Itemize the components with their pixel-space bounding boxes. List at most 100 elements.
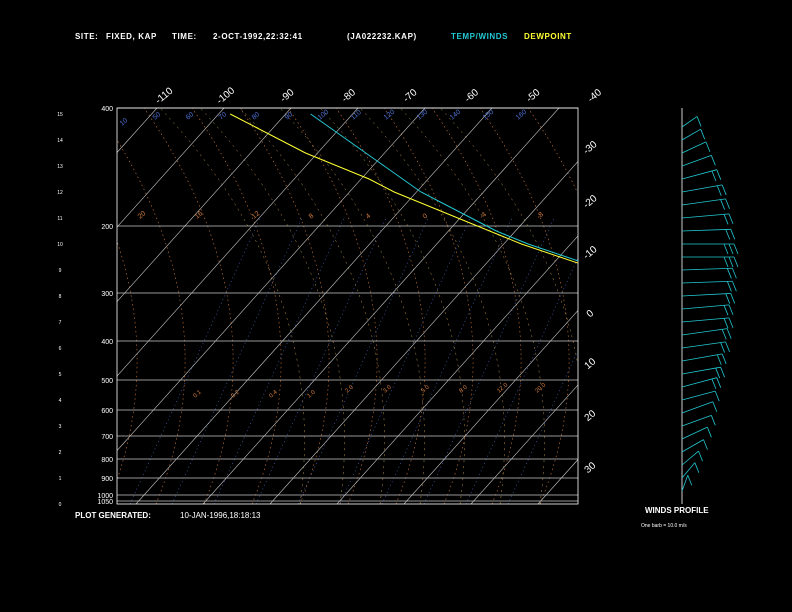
moist-adiabat-label: 4: [365, 213, 373, 221]
wind-barb: [681, 304, 730, 310]
dry-adiabat-line: [527, 108, 578, 195]
wind-barb-flag: [721, 184, 727, 196]
wind-barb-flag: [723, 318, 729, 329]
isotherm-line: [269, 160, 578, 504]
wind-barb-flag: [723, 243, 729, 255]
isotherm-right-label: -10: [581, 244, 599, 262]
wind-barb-flag: [723, 214, 729, 225]
wind-barb-flag: [703, 439, 708, 450]
wind-barb-flag: [721, 329, 727, 340]
dry-adiabat-label: 60: [185, 111, 196, 121]
wind-barb-flag: [728, 243, 734, 255]
wind-profile: [681, 108, 739, 504]
height-tick-label: 12: [57, 190, 63, 196]
wind-barb-flag: [733, 256, 739, 268]
wind-barb: [681, 366, 721, 375]
wind-barb-flag: [725, 341, 730, 353]
mixing-ratio-line: [129, 217, 261, 504]
isotherm-top-label: -110: [153, 85, 175, 106]
wind-barb: [681, 128, 701, 141]
isotherm-top-label: -80: [340, 87, 358, 105]
isotherm-right-label: 30: [583, 460, 599, 476]
isotherm-right-label: 10: [583, 356, 599, 372]
dry-adiabat-line: [117, 139, 186, 504]
mixing-ratio-line: [171, 217, 303, 504]
dry-adiabat-label: 10: [119, 117, 130, 127]
wind-barb-flag: [705, 141, 711, 152]
isotherm-right-label: -30: [581, 139, 599, 157]
mixing-ratio-line: [213, 217, 345, 504]
moist-adiabat-line: [279, 108, 425, 504]
mixing-ratio-label: 0.1: [192, 389, 203, 399]
wind-barb: [681, 414, 712, 427]
isotherm-line: [202, 108, 560, 504]
sounding-series: [229, 113, 578, 264]
isobar-lines: [117, 107, 578, 502]
height-tick-label: 13: [57, 164, 63, 170]
plot-border: [116, 107, 579, 505]
moist-adiabat-line: [199, 108, 345, 504]
isotherm-line: [117, 108, 426, 452]
mixing-ratio-label: 8.0: [458, 384, 469, 394]
wind-barb: [681, 317, 730, 323]
wind-barb-flag: [728, 256, 734, 268]
wind-barb-flag: [696, 116, 702, 127]
isotherm-lines: [0, 108, 578, 504]
moist-adiabat-line: [159, 108, 305, 504]
wind-barb: [681, 184, 723, 193]
dry-adiabat-label: 70: [218, 111, 229, 121]
height-tick-label: 2: [59, 450, 62, 456]
wind-barb: [681, 154, 712, 167]
wind-barb-flag: [720, 367, 725, 378]
mixing-ratio-label: 3.0: [382, 384, 393, 394]
height-tick-label: 6: [59, 346, 62, 352]
pressure-tick-label: 600: [101, 408, 113, 415]
wind-barb-flag: [720, 342, 725, 353]
isotherm-right-label: 0: [585, 308, 597, 320]
pressure-tick-label: 700: [101, 434, 113, 441]
wind-barb-flag: [710, 155, 716, 166]
wind-barb-flag: [733, 243, 739, 255]
isotherm-top-label: -40: [586, 87, 604, 105]
dry-adiabat-line: [383, 108, 474, 504]
mixing-ratio-line: [507, 349, 578, 504]
isotherm-line: [0, 108, 90, 504]
wind-barb: [681, 439, 704, 453]
isotherm-right-label: 20: [583, 408, 599, 424]
mixing-ratio-label: 0.2: [230, 389, 241, 399]
height-tick-label: 11: [57, 216, 62, 222]
dry-adiabat-label: 50: [152, 111, 163, 121]
isotherm-line: [0, 108, 23, 504]
height-tick-label: 15: [57, 112, 63, 118]
wind-barb-flag: [725, 229, 731, 240]
dry-adiabat-label: 120: [383, 109, 397, 122]
wind-barb-flag: [725, 293, 731, 304]
isotherm-line: [470, 384, 578, 504]
pressure-tick-label: 800: [101, 457, 113, 464]
dry-adiabat-label: 130: [416, 109, 430, 122]
moist-adiabat-line: [359, 108, 505, 504]
wind-barb-flag: [698, 450, 703, 462]
wind-barb-flag: [728, 304, 734, 316]
moist-adiabat-label: 20: [137, 210, 148, 220]
wind-barb: [681, 267, 733, 271]
pressure-tick-label: 900: [101, 476, 113, 483]
wind-barb: [681, 390, 716, 401]
wind-barb-flag: [725, 198, 730, 210]
dry-adiabat-line: [0, 108, 89, 504]
mixing-ratio-label: 2.0: [344, 384, 355, 394]
wind-barb-flag: [694, 462, 700, 473]
dry-adiabat-line: [335, 108, 426, 504]
wind-barb: [681, 377, 717, 388]
moist-adiabat-label: 8: [308, 213, 316, 221]
dry-adiabat-label: 80: [251, 111, 262, 121]
height-tick-label: 8: [59, 294, 62, 300]
height-tick-label: 9: [59, 268, 62, 274]
adiabat-lines: [0, 108, 578, 504]
isotherm-line: [336, 235, 578, 504]
isotherm-top-label: -50: [524, 87, 542, 105]
moist-adiabat-line: [239, 108, 385, 504]
mixing-ratio-line: [465, 256, 578, 504]
isotherm-line: [135, 108, 493, 504]
